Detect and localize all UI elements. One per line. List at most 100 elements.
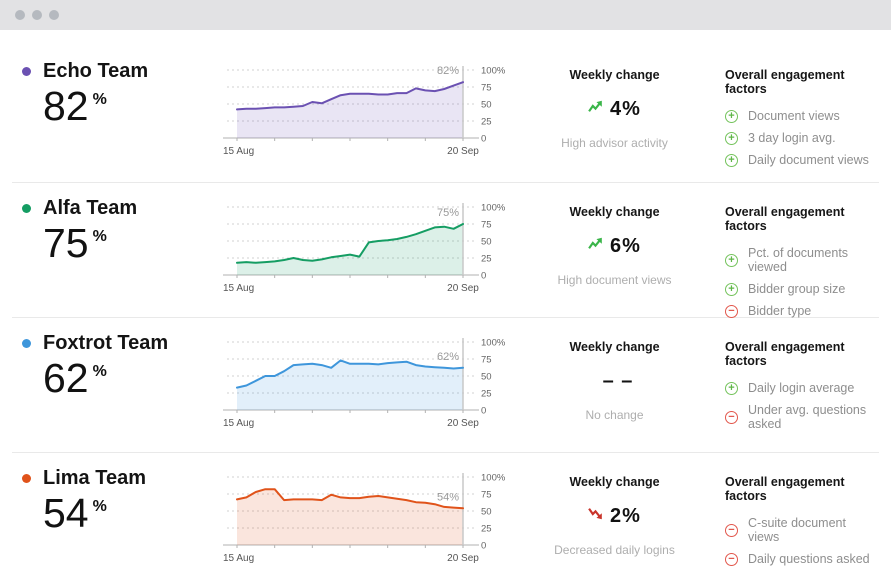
factors-header: Overall engagement factors — [725, 475, 845, 503]
engagement-factors-panel: Overall engagement factors + Daily login … — [712, 332, 879, 452]
weekly-change-panel: Weekly change – – No change — [517, 332, 712, 452]
svg-text:100%: 100% — [481, 203, 506, 214]
factor-item: − Bidder type — [725, 304, 879, 318]
team-score: 54% — [43, 490, 217, 537]
engagement-factors-panel: Overall engagement factors + Document vie… — [712, 60, 879, 182]
svg-text:20 Sep: 20 Sep — [447, 283, 479, 294]
team-score-value: 75 — [43, 220, 89, 266]
factor-item: + Daily login average — [725, 381, 879, 395]
svg-text:20 Sep: 20 Sep — [447, 418, 479, 429]
weekly-change-note: High document views — [557, 273, 672, 287]
plus-circle-icon: + — [725, 131, 738, 145]
window-control-dot[interactable] — [32, 10, 42, 20]
factor-item: + Pct. of documents viewed — [725, 246, 879, 274]
engagement-sparkline: 62% 100% 75 50 25 0 15 Aug 20 Sep — [223, 338, 506, 429]
window-control-dot[interactable] — [15, 10, 25, 20]
svg-text:15 Aug: 15 Aug — [223, 146, 254, 157]
team-color-dot — [22, 339, 31, 348]
factors-list: + Daily login average − Under avg. question… — [725, 381, 879, 431]
trend-up-icon — [588, 236, 603, 256]
weekly-change-value: 2% — [610, 504, 641, 527]
team-row-alfa: Alfa Team 75% 75% 100% 75 50 25 0 15 Aug 20 Sep… — [12, 182, 879, 318]
plus-circle-icon: + — [725, 253, 738, 267]
window-titlebar — [0, 0, 891, 30]
factors-list: + Pct. of documents viewed + Bidder group s… — [725, 246, 879, 318]
svg-text:15 Aug: 15 Aug — [223, 553, 254, 564]
minus-circle-icon: − — [725, 552, 738, 566]
factor-item: − Daily questions asked — [725, 552, 879, 566]
team-summary: Alfa Team 75% — [12, 197, 217, 326]
engagement-chart: 75% 100% 75 50 25 0 15 Aug 20 Sep — [217, 197, 517, 326]
trend-up-icon — [588, 99, 603, 119]
weekly-change-panel: Weekly change 6% High document views — [517, 197, 712, 326]
team-score: 62% — [43, 355, 217, 402]
window-control-dot[interactable] — [49, 10, 59, 20]
team-score-unit: % — [92, 91, 107, 108]
svg-text:75: 75 — [481, 220, 492, 231]
factor-item: + Document views — [725, 109, 879, 123]
team-score-value: 62 — [43, 355, 89, 401]
svg-text:50: 50 — [481, 507, 492, 518]
svg-text:50: 50 — [481, 372, 492, 383]
weekly-change-header: Weekly change — [569, 340, 660, 354]
svg-text:25: 25 — [481, 524, 492, 535]
factor-label: Bidder type — [748, 304, 812, 318]
team-row-foxtrot: Foxtrot Team 62% 62% 100% 75 50 25 0 15 Aug 20 … — [12, 317, 879, 452]
factors-list: + Document views +3 day login avg. + Daily d… — [725, 109, 879, 167]
weekly-change-header: Weekly change — [569, 68, 660, 82]
svg-text:75: 75 — [481, 355, 492, 366]
svg-text:0: 0 — [481, 541, 486, 552]
engagement-chart: 54% 100% 75 50 25 0 15 Aug 20 Sep — [217, 467, 517, 587]
svg-text:0: 0 — [481, 406, 486, 417]
team-summary: Foxtrot Team 62% — [12, 332, 217, 452]
engagement-factors-panel: Overall engagement factors + Pct. of docu… — [712, 197, 879, 326]
team-score-unit: % — [92, 498, 107, 515]
team-score-value: 54 — [43, 490, 89, 536]
weekly-change-header: Weekly change — [569, 475, 660, 489]
svg-text:0: 0 — [481, 271, 486, 282]
svg-text:100%: 100% — [481, 473, 506, 484]
team-color-dot — [22, 204, 31, 213]
weekly-change-note: No change — [585, 408, 644, 422]
svg-text:20 Sep: 20 Sep — [447, 146, 479, 157]
minus-circle-icon: − — [725, 523, 738, 537]
factor-label: Under avg. questions asked — [748, 403, 867, 431]
engagement-sparkline: 54% 100% 75 50 25 0 15 Aug 20 Sep — [223, 473, 506, 564]
factor-label: C-suite document views — [748, 516, 846, 544]
svg-text:100%: 100% — [481, 338, 506, 349]
svg-text:62%: 62% — [437, 351, 459, 363]
svg-text:20 Sep: 20 Sep — [447, 553, 479, 564]
minus-circle-icon: − — [725, 304, 738, 318]
svg-text:15 Aug: 15 Aug — [223, 283, 254, 294]
svg-text:25: 25 — [481, 389, 492, 400]
svg-text:82%: 82% — [437, 65, 459, 77]
team-score: 75% — [43, 220, 217, 267]
plus-circle-icon: + — [725, 109, 738, 123]
factor-item: + Daily document views — [725, 153, 879, 167]
factor-item: + Bidder group size — [725, 282, 879, 296]
factor-label: Daily questions asked — [748, 552, 870, 566]
factors-header: Overall engagement factors — [725, 68, 845, 96]
factor-label: Pct. of documents viewed — [748, 246, 849, 274]
engagement-factors-panel: Overall engagement factors − C-suite docu… — [712, 467, 879, 587]
svg-text:75: 75 — [481, 490, 492, 501]
weekly-change-panel: Weekly change 2% Decreased daily logins — [517, 467, 712, 587]
team-row-echo: Echo Team 82% 82% 100% 75 50 25 0 15 Aug 20 Sep… — [12, 30, 879, 182]
weekly-change-value: 6% — [610, 234, 641, 257]
weekly-change-note: Decreased daily logins — [554, 543, 675, 557]
trend-down-icon — [588, 506, 603, 526]
engagement-chart: 62% 100% 75 50 25 0 15 Aug 20 Sep — [217, 332, 517, 452]
minus-circle-icon: − — [725, 410, 738, 424]
svg-text:50: 50 — [481, 237, 492, 248]
svg-text:0: 0 — [481, 134, 486, 145]
svg-text:25: 25 — [481, 254, 492, 265]
svg-text:25: 25 — [481, 117, 492, 128]
team-engagement-list: Echo Team 82% 82% 100% 75 50 25 0 15 Aug 20 Sep… — [12, 30, 879, 587]
factors-header: Overall engagement factors — [725, 340, 845, 368]
factor-label: 3 day login avg. — [748, 131, 836, 145]
weekly-change-panel: Weekly change 4% High advisor activity — [517, 60, 712, 182]
team-name: Alfa Team — [43, 197, 138, 219]
weekly-change-value: 4% — [610, 97, 641, 120]
factor-label: Daily document views — [748, 153, 869, 167]
weekly-change-note: High advisor activity — [561, 136, 668, 150]
